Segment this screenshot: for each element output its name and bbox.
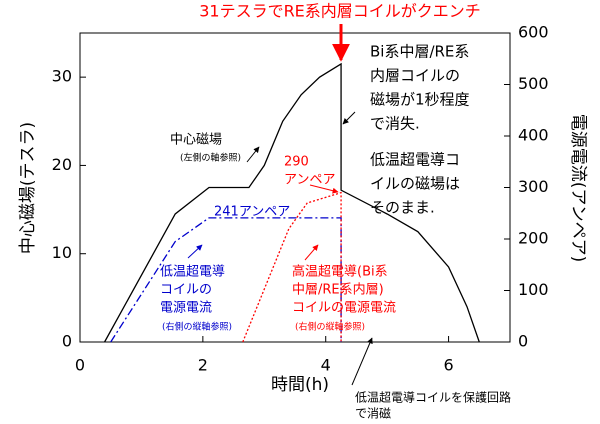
annotation: (右側の縦軸参照) xyxy=(295,321,365,333)
annotation: で消磁 xyxy=(355,406,391,421)
arrow xyxy=(187,244,203,259)
annotation: コイルの電源電流 xyxy=(292,301,396,316)
arrow xyxy=(342,111,356,125)
x-axis-label: 時間(h) xyxy=(271,375,329,395)
annotation: 中心磁場 xyxy=(170,133,222,148)
annotation: で消失. xyxy=(370,115,420,133)
series-line xyxy=(242,191,342,343)
arrow xyxy=(309,184,339,194)
annotation: Bi系中層/RE系 xyxy=(370,43,469,61)
y2-axis-label: 電源電流(アンペア) xyxy=(568,114,588,263)
annotation: イルの磁場は xyxy=(370,175,460,193)
y-tick-label: 20 xyxy=(52,155,72,174)
annotation: 電源電流 xyxy=(160,301,212,316)
y2-tick-label: 500 xyxy=(518,74,549,93)
annotation: 高温超電導(Bi系 xyxy=(292,264,388,280)
x-tick-label: 2 xyxy=(198,356,208,375)
annotation: (左側の軸参照) xyxy=(180,152,241,164)
chart-title: 31テスラでRE系内層コイルがクエンチ xyxy=(199,2,481,21)
annotation: 中層/RE系内層) xyxy=(292,282,384,298)
annotation: (右側の縦軸参照) xyxy=(162,321,232,333)
y-tick-label: 0 xyxy=(62,332,72,351)
y-tick-label: 10 xyxy=(52,243,72,262)
series-line xyxy=(110,217,342,343)
y2-tick-label: 600 xyxy=(518,23,549,42)
annotation: 241アンペア xyxy=(214,205,290,220)
annotation: アンペア xyxy=(284,173,335,188)
y-tick-label: 30 xyxy=(52,67,72,86)
y2-tick-label: 400 xyxy=(518,126,549,145)
annotation: コイルの xyxy=(160,283,212,298)
y-axis-label: 中心磁場(テスラ) xyxy=(18,122,38,254)
annotation: そのまま. xyxy=(370,199,435,217)
arrow xyxy=(351,337,373,386)
series-line xyxy=(104,62,480,343)
y2-tick-label: 100 xyxy=(518,280,549,299)
x-tick-label: 4 xyxy=(321,356,331,375)
annotation: 低温超電導 xyxy=(160,265,225,280)
annotation: 磁場が1秒程度 xyxy=(370,91,470,109)
y2-tick-label: 200 xyxy=(518,229,549,248)
arrow xyxy=(246,146,260,163)
arrow xyxy=(304,244,319,261)
x-tick-label: 6 xyxy=(443,356,453,375)
annotation: 290 xyxy=(284,155,309,170)
annotation: 低温超電導コイルを保護回路 xyxy=(355,390,511,405)
annotation: 内層コイルの xyxy=(370,67,460,85)
y2-tick-label: 0 xyxy=(518,332,528,351)
y2-tick-label: 300 xyxy=(518,177,549,196)
x-tick-label: 0 xyxy=(75,356,85,375)
annotation: 低温超電導コ xyxy=(370,151,460,169)
